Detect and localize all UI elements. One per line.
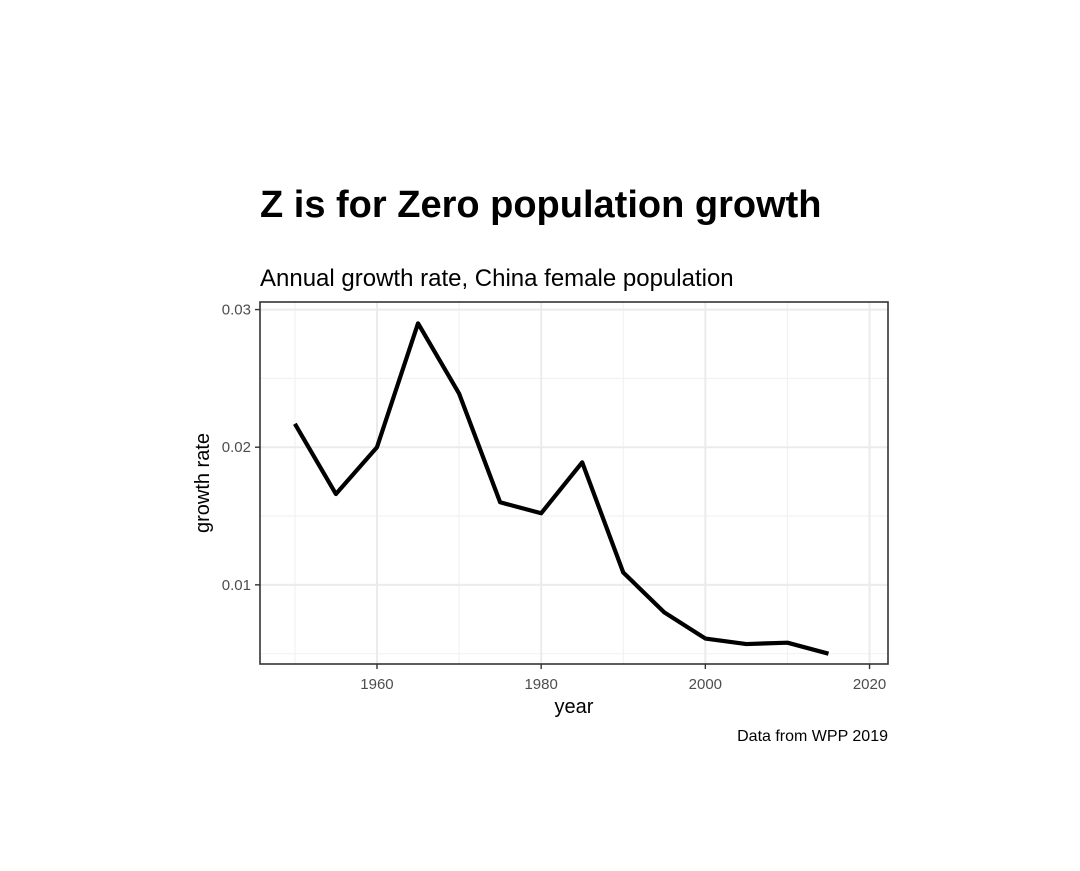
- y-tick-label: 0.02: [222, 439, 251, 456]
- y-tick-label: 0.03: [222, 302, 251, 319]
- chart-subtitle: Annual growth rate, China female populat…: [260, 265, 734, 292]
- x-axis-title: year: [555, 696, 594, 718]
- chart-title: Z is for Zero population growth: [260, 184, 822, 226]
- series-line: [293, 321, 830, 656]
- x-tick-label: 1960: [360, 676, 393, 693]
- y-tick-label: 0.01: [222, 577, 251, 594]
- x-tick-label: 1980: [524, 676, 557, 693]
- series-lines: [293, 321, 830, 656]
- plot-panel-border: [259, 301, 889, 665]
- y-axis-title: growth rate: [192, 433, 214, 533]
- major-gridlines: [260, 302, 888, 664]
- x-tick-label: 2000: [689, 676, 722, 693]
- chart-caption: Data from WPP 2019: [737, 728, 888, 745]
- axis-ticks: 1960 1980 2000 2020 0.01 0.02 0.03: [222, 302, 886, 693]
- minor-gridlines: [260, 302, 888, 664]
- x-tick-label: 2020: [853, 676, 886, 693]
